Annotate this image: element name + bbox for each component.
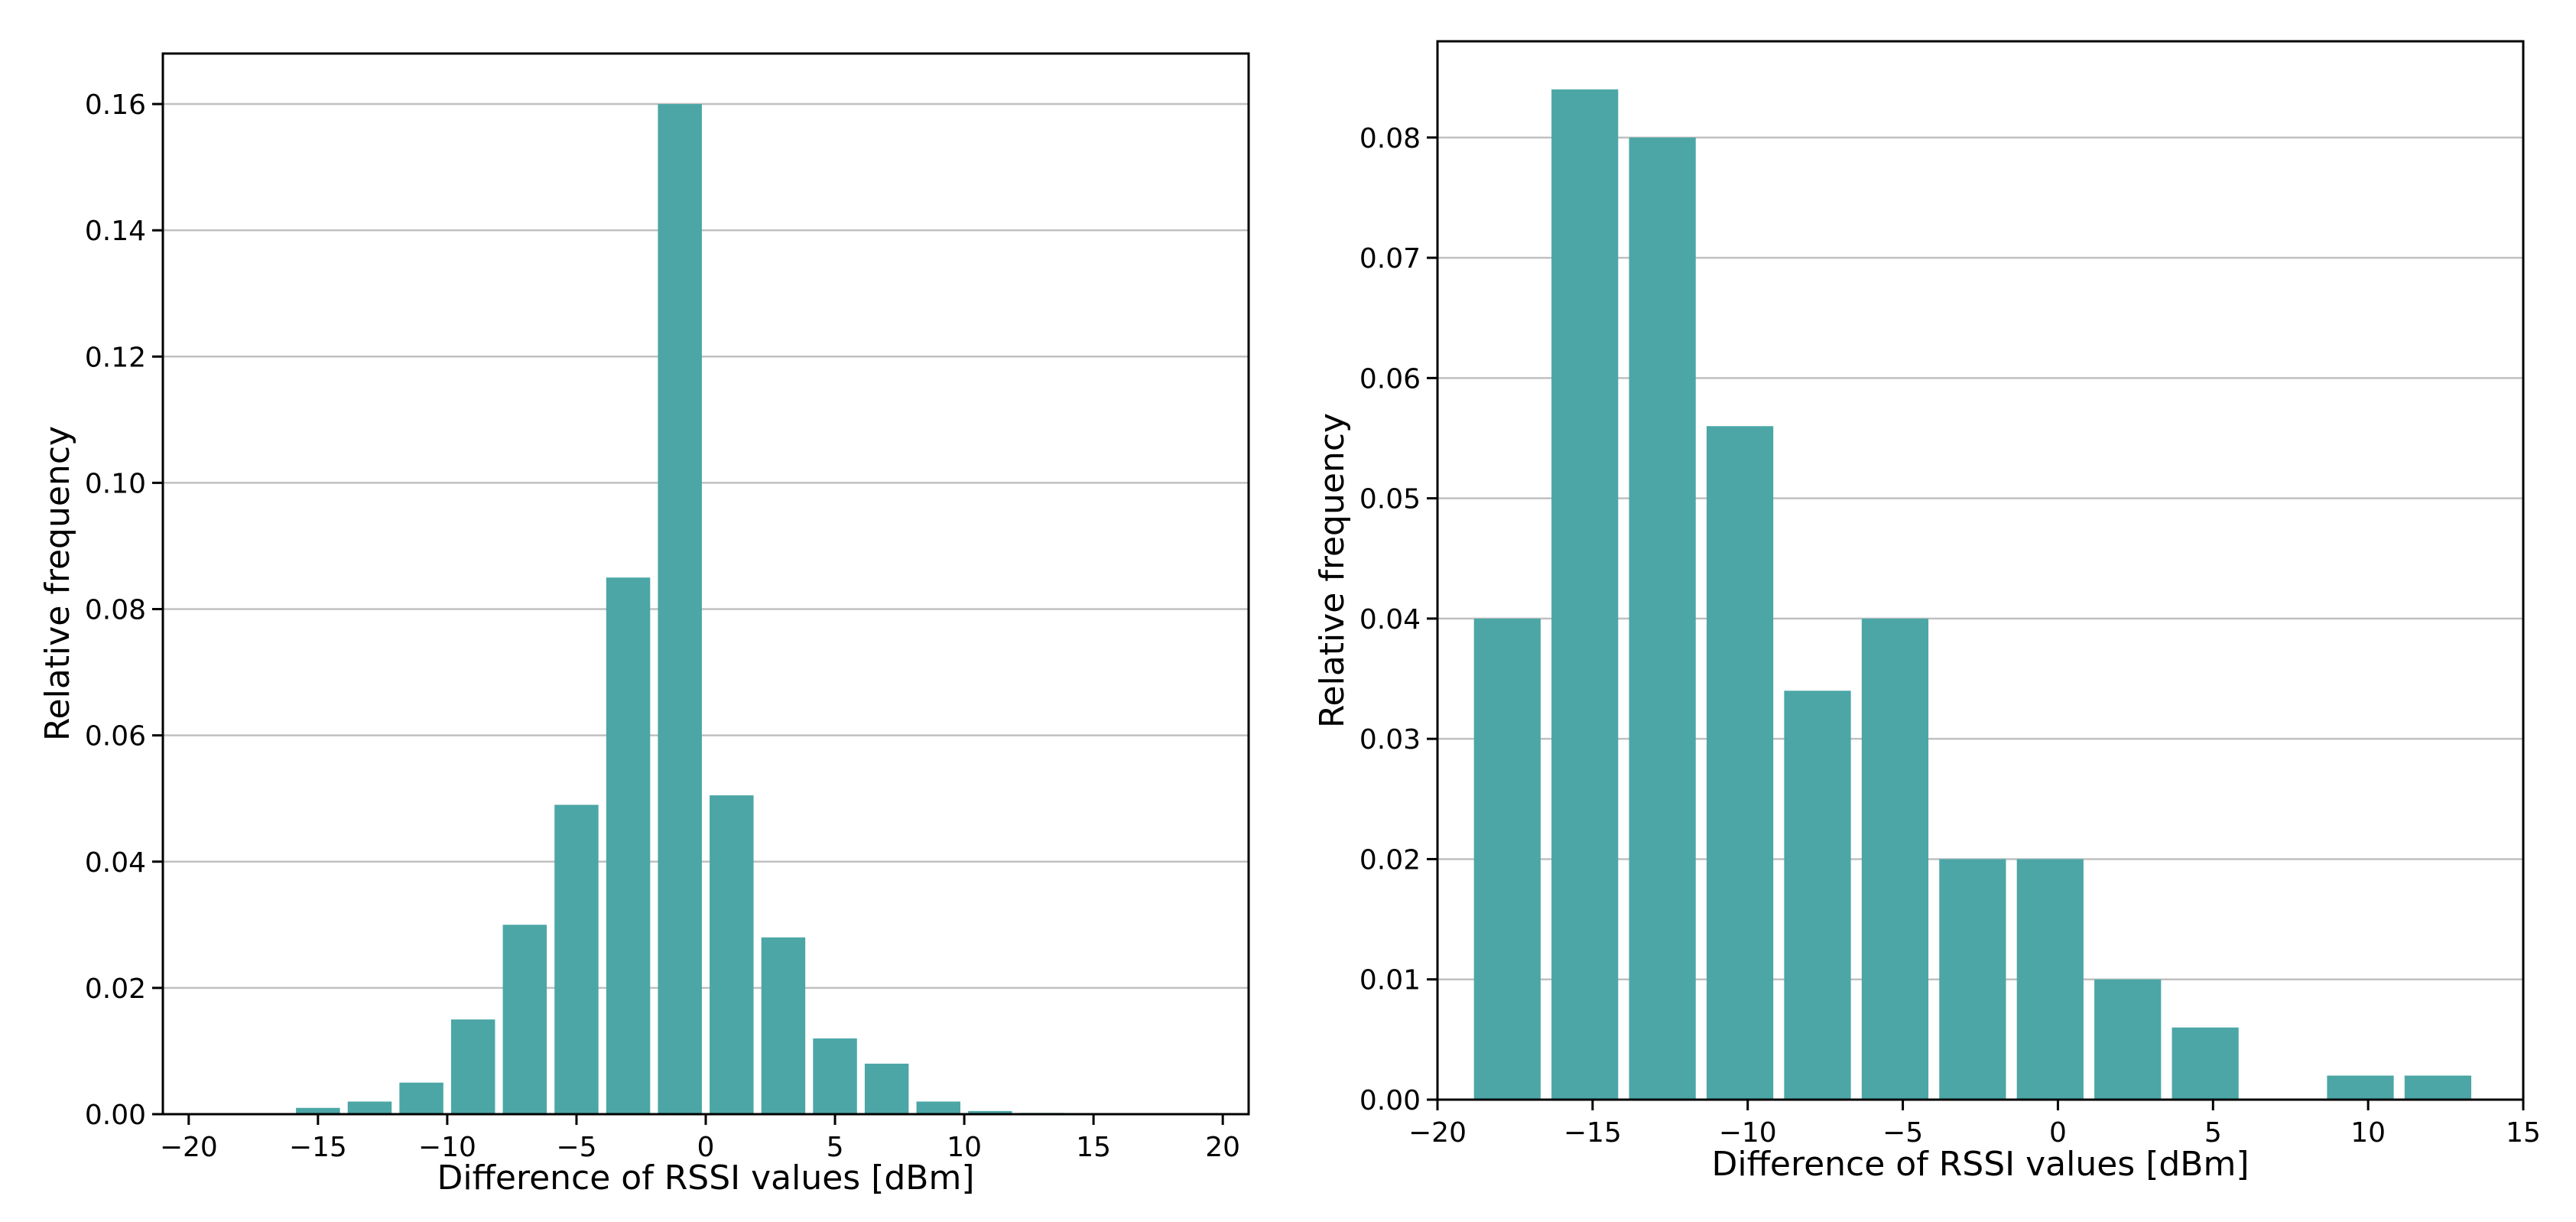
y-tick-label: 0.00 [85,1100,146,1131]
histogram-bar [2172,1027,2239,1100]
x-tick-label: −5 [556,1132,596,1163]
histogram-bar [2094,979,2162,1100]
x-tick-label: 15 [2506,1117,2541,1149]
x-tick-label: −20 [160,1132,218,1163]
x-tick-label: −10 [418,1132,476,1163]
histogram-bar [2016,859,2084,1100]
y-tick-label: 0.01 [1359,965,1421,996]
histogram-bar [1784,691,1851,1100]
histogram-bar [502,925,547,1114]
chart-right: 0.00 0.01 0.02 0.03 0.04 0.05 0.06 0.07 0.08 −20 −… [1313,40,2541,1184]
x-tick-label: −15 [1564,1117,1622,1149]
y-tick-label: 0.06 [85,721,146,752]
histogram-bar [1473,618,1541,1100]
y-tick-label: 0.08 [1359,123,1421,154]
y-tick-label: 0.14 [85,216,146,247]
x-tick-label: 0 [697,1132,715,1163]
y-tick-label: 0.08 [85,595,146,626]
histogram-bar [1706,426,1774,1100]
x-tick-label: −5 [1882,1117,1923,1149]
histogram-bar [813,1038,857,1114]
y-tick-label: 0.04 [85,847,146,879]
x-tick-label: 15 [1076,1132,1111,1163]
histogram-bar [450,1019,495,1114]
x-tick-label: 5 [827,1132,844,1163]
x-tick-label: −20 [1408,1117,1467,1149]
plot-frame [161,52,1250,1116]
histogram-bar [761,937,806,1114]
histogram-bar [296,1107,340,1114]
histogram-bar [554,804,599,1114]
x-axis-label: Difference of RSSI values [dBm] [437,1159,974,1198]
bars-layer [296,104,1064,1115]
histogram-bar [399,1082,443,1114]
y-tick-label: 0.03 [1359,724,1421,756]
y-tick-label: 0.10 [85,468,146,499]
histogram-bar [1939,859,2006,1100]
histogram-bar [606,577,651,1114]
chart-left: 0.00 0.02 0.04 0.06 0.08 0.10 0.12 0.14 0.16 −20 −… [38,52,1250,1198]
y-tick-label: 0.16 [85,89,146,121]
x-tick-label: −15 [289,1132,347,1163]
y-axis-label: Relative frequency [1313,413,1352,728]
x-tick-label: 10 [947,1132,982,1163]
y-tick-label: 0.07 [1359,243,1421,275]
y-tick-label: 0.00 [1359,1085,1421,1116]
x-tick-label: 5 [2204,1117,2222,1149]
y-tick-label: 0.12 [85,342,146,373]
histogram-bar [968,1110,1012,1114]
histogram-bar [864,1063,909,1114]
histogram-bar [916,1101,961,1114]
bars-layer [1473,89,2472,1100]
x-tick-label: −10 [1719,1117,1777,1149]
ticks-layer: 0.00 0.02 0.04 0.06 0.08 0.10 0.12 0.14 0.16 −20 −… [85,89,1240,1163]
x-tick-label: 20 [1205,1132,1240,1163]
histogram-bar [1861,618,1929,1100]
histogram-bar [658,104,702,1115]
histogram-bar [2327,1075,2394,1100]
y-tick-label: 0.06 [1359,363,1421,395]
y-tick-label: 0.02 [1359,844,1421,876]
x-tick-label: 0 [2049,1117,2067,1149]
y-tick-label: 0.02 [85,973,146,1005]
y-tick-label: 0.04 [1359,604,1421,635]
histogram-bar [1551,89,1619,1100]
grid-layer [163,102,1249,990]
histogram-bar [1629,137,1696,1100]
histogram-bar [2404,1075,2472,1100]
ticks-layer: 0.00 0.01 0.02 0.03 0.04 0.05 0.06 0.07 0.08 −20 −… [1359,123,2541,1149]
y-axis-label: Relative frequency [38,426,77,741]
x-axis-label: Difference of RSSI values [dBm] [1711,1145,2249,1184]
y-tick-label: 0.05 [1359,484,1421,515]
x-tick-label: 10 [2350,1117,2386,1149]
plot-frame [1436,40,2525,1101]
histogram-bar [710,795,754,1114]
histogram-bar [347,1101,392,1114]
